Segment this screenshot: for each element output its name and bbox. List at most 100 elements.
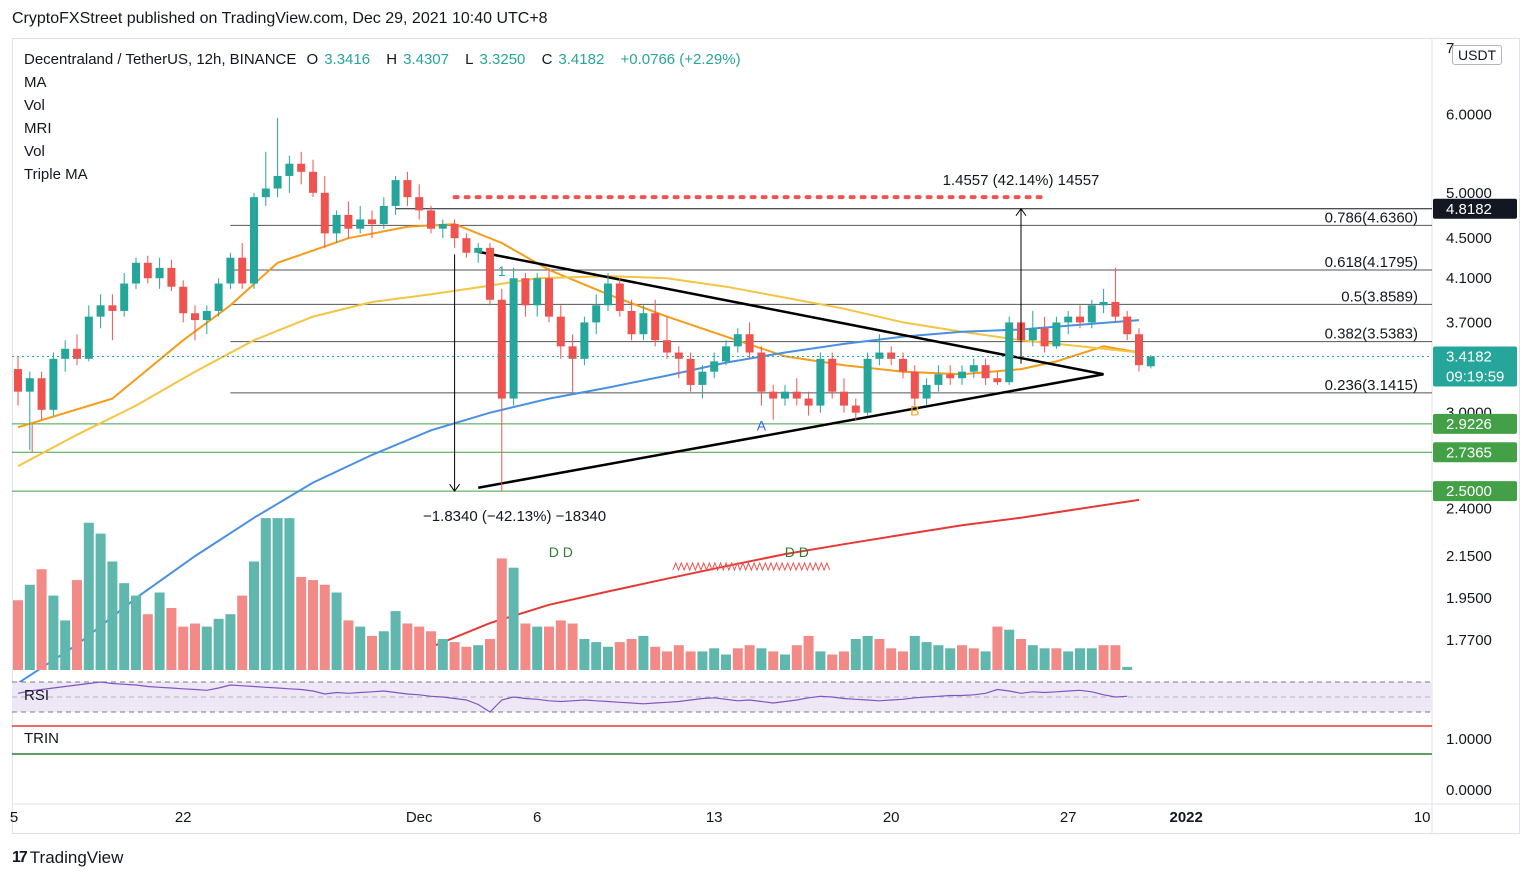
measure-up-arrowhead: [1015, 207, 1027, 217]
volume-bar: [685, 651, 696, 670]
price-badge: [1433, 481, 1517, 502]
volume-bar: [201, 626, 212, 670]
candle-body: [757, 352, 766, 392]
candle-body: [226, 257, 235, 284]
volume-bar: [638, 635, 649, 670]
ma-line: [430, 498, 1140, 649]
trin-tick-label: 1.0000: [1446, 731, 1492, 748]
time-tick-label: 2022: [1170, 809, 1203, 826]
volume-bar: [24, 584, 35, 670]
volume-bar: [803, 635, 814, 670]
indicator-vol-2[interactable]: Vol: [24, 143, 45, 160]
low-value: 3.3250: [479, 51, 526, 68]
volume-bar: [839, 651, 849, 670]
volume-bar: [862, 635, 873, 670]
fib-level-label: 0.382(3.5383): [1325, 326, 1418, 343]
fib-level-label: 0.618(4.1795): [1325, 254, 1418, 271]
price-badge: [1433, 346, 1517, 387]
volume-bar: [909, 635, 920, 670]
indicator-triple-ma[interactable]: Triple MA: [24, 166, 88, 183]
candle-body: [25, 378, 34, 392]
volume-bar: [154, 592, 165, 670]
rsi-line: [17, 681, 1128, 713]
volume-bar: [1016, 639, 1026, 670]
candle-body: [533, 278, 542, 306]
volume-bar: [13, 600, 23, 670]
candle-body: [899, 358, 907, 372]
volume-bar: [697, 651, 708, 670]
candle-body: [202, 310, 211, 321]
ma-line: [17, 319, 1140, 685]
candle-body: [1064, 316, 1073, 323]
candle-body: [450, 224, 459, 239]
volume-bar: [650, 646, 661, 670]
candle-body: [1076, 316, 1084, 323]
volume-bar: [567, 623, 578, 670]
volume-bar: [343, 620, 354, 670]
volume-bar: [520, 623, 531, 670]
dd-label: D D: [785, 544, 809, 560]
candle-body: [651, 313, 660, 341]
volume-bar: [1075, 648, 1085, 670]
ma-line: [17, 275, 1140, 467]
indicator-vol[interactable]: Vol: [24, 97, 45, 114]
dd-label: D D: [549, 544, 573, 560]
candle-body: [474, 247, 483, 253]
volume-bar: [83, 522, 94, 670]
publisher-line: CryptoFXStreet published on TradingView.…: [12, 10, 548, 27]
pattern-label: A: [757, 417, 767, 433]
candle-body: [958, 371, 966, 379]
candle-body: [132, 262, 140, 284]
candle-body: [96, 305, 105, 317]
candle-body: [214, 283, 223, 311]
trin-tick-label: 0.0000: [1446, 782, 1492, 799]
volume-bar: [555, 620, 566, 670]
currency-badge[interactable]: USDT: [1452, 45, 1503, 65]
candle-body: [61, 348, 70, 359]
candle-body: [969, 365, 978, 372]
volume-bar: [532, 626, 543, 670]
open-value: 3.3416: [324, 51, 371, 68]
volume-bar: [237, 595, 248, 670]
volume-bar: [119, 583, 130, 670]
volume-bar: [579, 639, 590, 670]
volume-bar: [815, 651, 826, 670]
volume-bar: [107, 561, 118, 670]
candle-body: [1028, 328, 1037, 341]
pattern-label: B: [910, 403, 919, 419]
time-tick-label: 6: [533, 809, 541, 826]
indicator-ma[interactable]: MA: [24, 74, 47, 91]
symbol-title[interactable]: Decentraland / TetherUS, 12h, BINANCE: [24, 51, 297, 68]
candle-body: [663, 340, 671, 353]
volume-bar: [898, 651, 908, 670]
fib-level-label: 0.236(3.1415): [1325, 377, 1418, 394]
candle-body: [556, 316, 565, 347]
volume-bar: [319, 584, 330, 670]
candle-body: [261, 188, 270, 198]
price-tick-label: 6.0000: [1446, 106, 1492, 123]
candle-body: [1146, 356, 1155, 367]
indicator-mri[interactable]: MRI: [24, 120, 52, 137]
volume-bar: [1098, 645, 1109, 670]
candle-body: [1087, 305, 1096, 323]
time-tick-label: 20: [883, 809, 900, 826]
price-tick-label: 3.7000: [1446, 314, 1492, 331]
candle-body: [922, 384, 931, 399]
candle-body: [769, 391, 778, 399]
candle-body: [309, 171, 317, 193]
candle-body: [49, 358, 58, 410]
volume-bar: [603, 646, 613, 670]
volume-bar: [957, 645, 967, 670]
candle-body: [993, 378, 1002, 383]
volume-bar: [213, 618, 224, 670]
candle-body: [462, 238, 471, 253]
volume-bar: [308, 580, 318, 670]
candle-body: [863, 358, 872, 413]
close-label: C: [541, 51, 553, 68]
time-tick-label: 27: [1060, 809, 1077, 826]
chart-frame[interactable]: [12, 38, 1520, 834]
volume-bar: [72, 580, 82, 670]
volume-bar: [662, 651, 672, 670]
tradingview-logo[interactable]: 17 TradingView: [12, 848, 123, 868]
